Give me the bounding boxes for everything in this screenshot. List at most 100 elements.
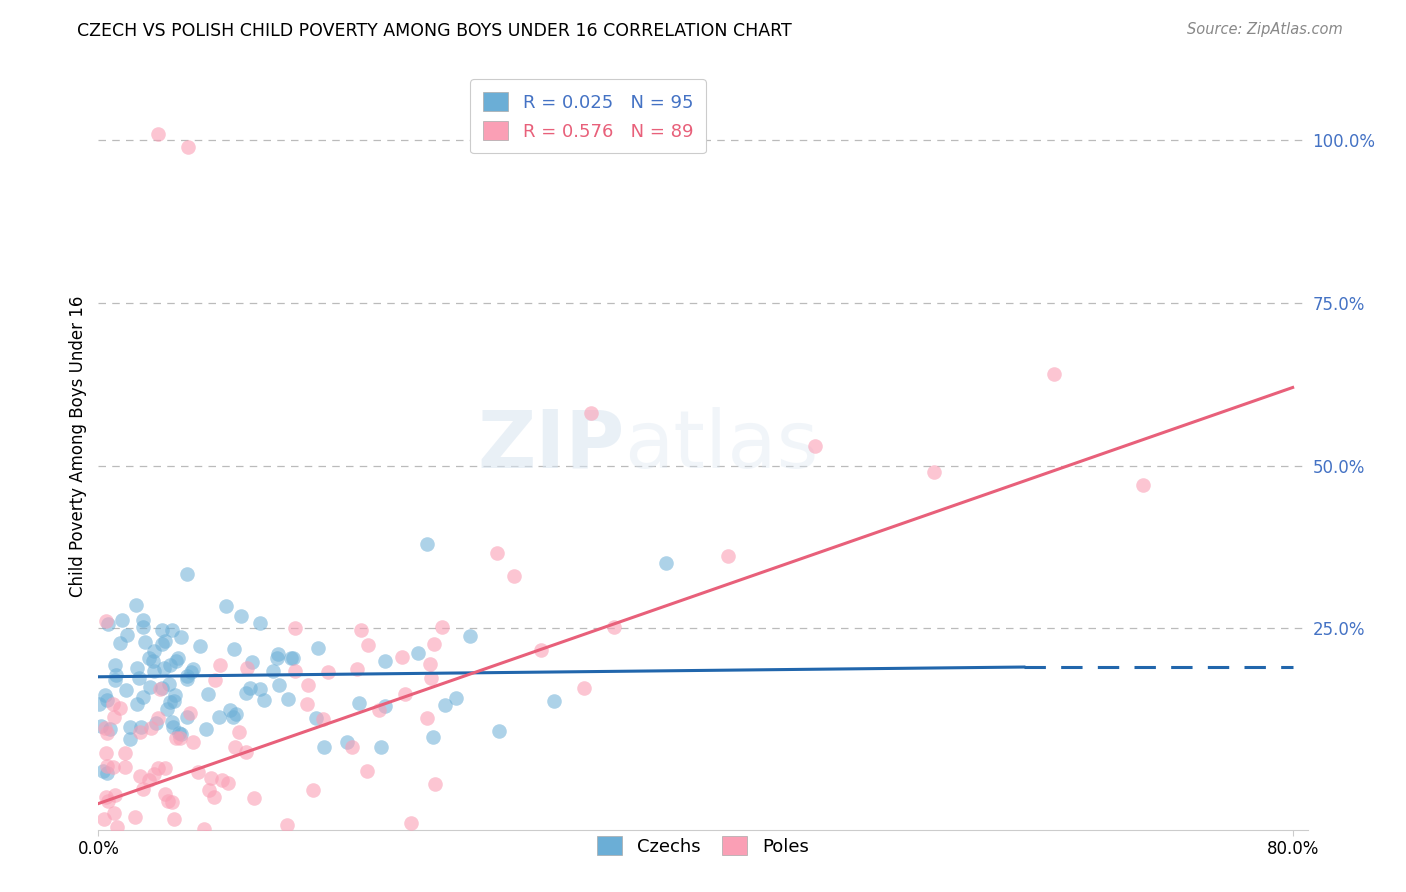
Point — [152, 623, 174, 637]
Point — [120, 731, 142, 746]
Point — [425, 777, 447, 791]
Point — [146, 127, 169, 141]
Point — [131, 690, 153, 705]
Point — [94, 722, 117, 736]
Point — [221, 710, 243, 724]
Point — [419, 657, 441, 672]
Point — [153, 661, 176, 675]
Point — [118, 721, 141, 735]
Point — [180, 665, 202, 680]
Point — [114, 746, 136, 760]
Point — [235, 660, 257, 674]
Point — [530, 643, 553, 657]
Point — [159, 695, 181, 709]
Point — [155, 787, 177, 801]
Point — [267, 647, 290, 661]
Point — [105, 668, 128, 682]
Point — [416, 536, 439, 550]
Point — [134, 635, 156, 649]
Point — [167, 651, 190, 665]
Point — [422, 637, 444, 651]
Point — [141, 836, 163, 850]
Point — [146, 836, 169, 850]
Point — [96, 746, 118, 760]
Point — [235, 685, 257, 699]
Point — [125, 697, 148, 711]
Point — [93, 812, 115, 826]
Point — [146, 711, 169, 725]
Point — [579, 407, 602, 421]
Point — [215, 599, 238, 613]
Point — [307, 641, 329, 656]
Point — [204, 673, 226, 687]
Point — [89, 834, 111, 848]
Point — [96, 693, 118, 707]
Point — [94, 689, 117, 703]
Point — [349, 623, 371, 637]
Point — [374, 654, 396, 668]
Point — [139, 680, 162, 694]
Point — [132, 782, 155, 797]
Point — [150, 637, 173, 651]
Point — [312, 740, 335, 755]
Point — [209, 658, 232, 673]
Point — [176, 710, 198, 724]
Point — [420, 671, 443, 685]
Point — [305, 711, 328, 725]
Point — [391, 649, 413, 664]
Point — [394, 686, 416, 700]
Point — [129, 720, 152, 734]
Point — [105, 836, 128, 850]
Point — [249, 682, 271, 697]
Point — [188, 640, 211, 654]
Text: atlas: atlas — [624, 407, 818, 485]
Point — [93, 764, 115, 779]
Legend: Czechs, Poles: Czechs, Poles — [591, 829, 815, 863]
Point — [163, 694, 186, 708]
Point — [181, 734, 204, 748]
Point — [97, 794, 120, 808]
Point — [98, 722, 121, 736]
Point — [159, 658, 181, 673]
Point — [804, 439, 827, 453]
Point — [108, 701, 131, 715]
Point — [284, 621, 307, 635]
Point — [202, 790, 225, 805]
Point — [157, 676, 180, 690]
Point — [249, 615, 271, 630]
Point — [297, 697, 319, 711]
Point — [131, 613, 153, 627]
Point — [149, 681, 172, 696]
Point — [96, 766, 118, 780]
Point — [128, 769, 150, 783]
Point — [176, 672, 198, 686]
Point — [217, 775, 239, 789]
Point — [197, 687, 219, 701]
Point — [170, 630, 193, 644]
Point — [132, 620, 155, 634]
Point — [153, 634, 176, 648]
Point — [502, 569, 524, 583]
Point — [486, 546, 509, 560]
Point — [406, 646, 429, 660]
Point — [603, 620, 626, 634]
Point — [142, 766, 165, 780]
Point — [87, 697, 110, 711]
Point — [160, 714, 183, 729]
Point — [716, 549, 738, 563]
Point — [104, 789, 127, 803]
Point — [277, 692, 299, 706]
Point — [198, 782, 221, 797]
Point — [103, 710, 125, 724]
Point — [153, 761, 176, 775]
Point — [170, 727, 193, 741]
Point — [143, 643, 166, 657]
Point — [177, 140, 200, 154]
Point — [187, 765, 209, 780]
Point — [924, 465, 946, 479]
Point — [374, 699, 396, 714]
Point — [430, 620, 453, 634]
Point — [176, 567, 198, 582]
Point — [242, 791, 264, 805]
Point — [266, 651, 288, 665]
